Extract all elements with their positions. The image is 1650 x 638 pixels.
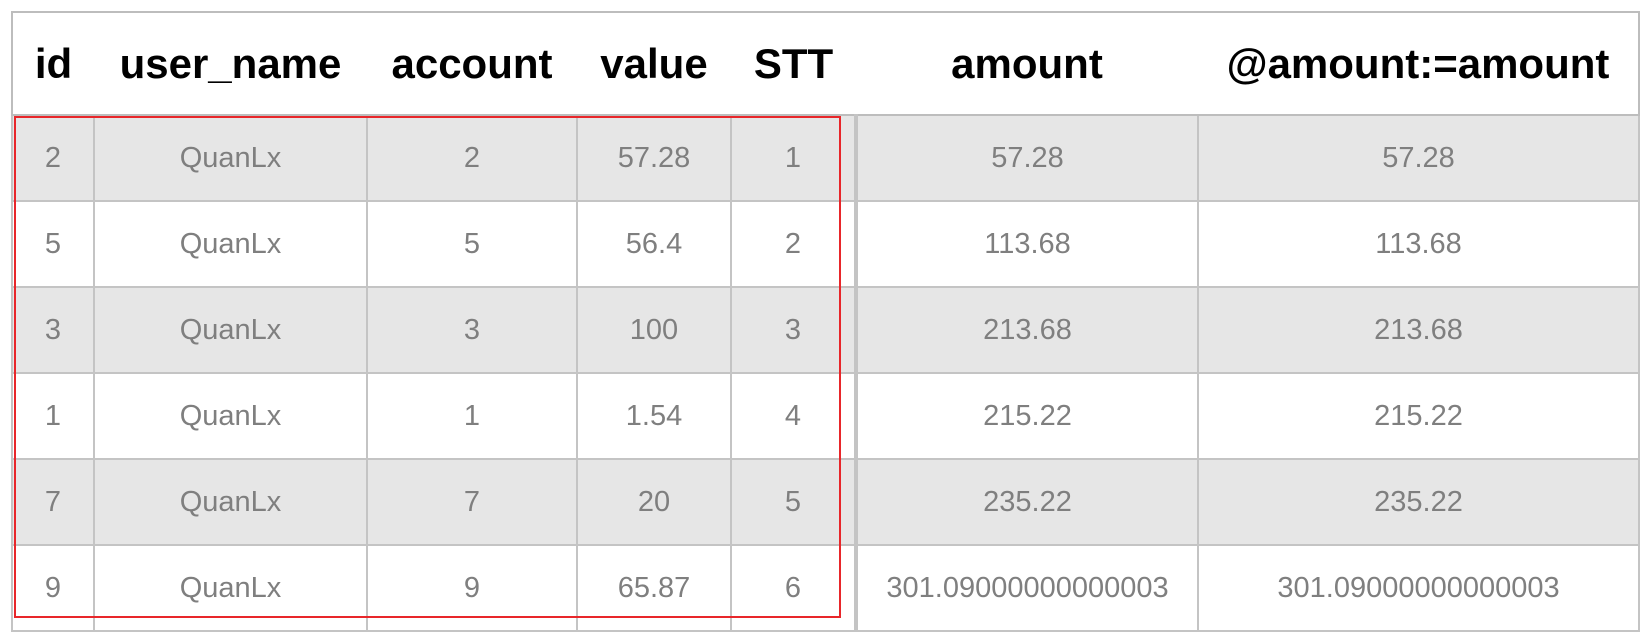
cell-value: 57.28 <box>576 114 732 202</box>
cell-amount: 213.68 <box>854 286 1199 374</box>
cell-user-name: QuanLx <box>93 544 368 632</box>
cell-account: 3 <box>366 286 578 374</box>
cell-account: 7 <box>366 458 578 546</box>
cell-account: 9 <box>366 544 578 632</box>
cell-value: 1.54 <box>576 372 732 460</box>
header-row: id user_name account value STT amount @a… <box>12 12 1639 116</box>
cell-amount: 113.68 <box>854 200 1199 288</box>
cell-id: 5 <box>11 200 95 288</box>
cell-stt: 1 <box>730 114 857 202</box>
table-row: 7 QuanLx 7 20 5 235.22 235.22 <box>11 458 1640 546</box>
header-user-name: user_name <box>94 12 367 116</box>
cell-stt: 3 <box>730 286 857 374</box>
header-amount: amount <box>856 12 1198 116</box>
table-row: 3 QuanLx 3 100 3 213.68 213.68 <box>11 286 1640 374</box>
cell-account: 1 <box>366 372 578 460</box>
cell-amount-assign: 215.22 <box>1197 372 1640 460</box>
cell-amount-assign: 301.09000000000003 <box>1197 544 1640 632</box>
cell-user-name: QuanLx <box>93 114 368 202</box>
cell-value: 100 <box>576 286 732 374</box>
result-table: id user_name account value STT amount @a… <box>11 11 1640 632</box>
cell-amount: 215.22 <box>854 372 1199 460</box>
cell-stt: 6 <box>730 544 857 632</box>
cell-id: 7 <box>11 458 95 546</box>
cell-user-name: QuanLx <box>93 200 368 288</box>
cell-id: 2 <box>11 114 95 202</box>
table-row: 2 QuanLx 2 57.28 1 57.28 57.28 <box>11 114 1640 202</box>
header-amount-assign: @amount:=amount <box>1198 12 1639 116</box>
cell-amount: 235.22 <box>854 458 1199 546</box>
table-row: 5 QuanLx 5 56.4 2 113.68 113.68 <box>11 200 1640 288</box>
cell-account: 2 <box>366 114 578 202</box>
cell-amount: 301.09000000000003 <box>854 544 1199 632</box>
cell-stt: 5 <box>730 458 857 546</box>
table-row: 1 QuanLx 1 1.54 4 215.22 215.22 <box>11 372 1640 460</box>
cell-user-name: QuanLx <box>93 286 368 374</box>
header-account: account <box>367 12 577 116</box>
cell-user-name: QuanLx <box>93 372 368 460</box>
cell-value: 65.87 <box>576 544 732 632</box>
cell-account: 5 <box>366 200 578 288</box>
cell-amount-assign: 235.22 <box>1197 458 1640 546</box>
cell-stt: 2 <box>730 200 857 288</box>
cell-id: 3 <box>11 286 95 374</box>
cell-id: 9 <box>11 544 95 632</box>
header-id: id <box>12 12 94 116</box>
cell-user-name: QuanLx <box>93 458 368 546</box>
header-value: value <box>577 12 731 116</box>
header-stt: STT <box>731 12 856 116</box>
table-row: 9 QuanLx 9 65.87 6 301.09000000000003 301.0900… <box>11 544 1640 632</box>
cell-amount: 57.28 <box>854 114 1199 202</box>
cell-stt: 4 <box>730 372 857 460</box>
cell-amount-assign: 113.68 <box>1197 200 1640 288</box>
cell-value: 56.4 <box>576 200 732 288</box>
cell-amount-assign: 57.28 <box>1197 114 1640 202</box>
cell-value: 20 <box>576 458 732 546</box>
cell-amount-assign: 213.68 <box>1197 286 1640 374</box>
cell-id: 1 <box>11 372 95 460</box>
